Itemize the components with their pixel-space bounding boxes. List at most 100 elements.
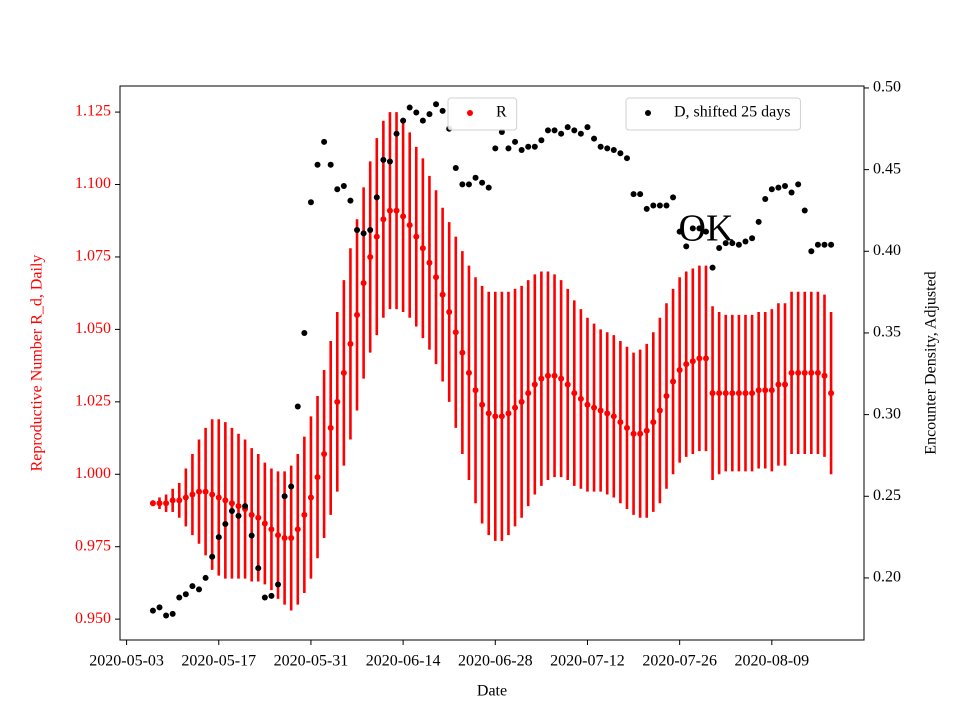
- point: [591, 404, 598, 411]
- point: [413, 233, 420, 240]
- point: [814, 369, 821, 376]
- y-tick-label: 1.050: [75, 320, 111, 337]
- point: [426, 111, 433, 118]
- point: [373, 233, 380, 240]
- point: [709, 264, 716, 271]
- y2-tick-label: 0.35: [873, 324, 901, 341]
- point: [176, 594, 183, 601]
- x-tick-label: 2020-05-03: [89, 653, 164, 670]
- point: [182, 591, 189, 598]
- point: [426, 259, 433, 266]
- axes-frame: [119, 85, 865, 641]
- point: [617, 150, 624, 157]
- y-tick-label: 1.025: [75, 392, 111, 409]
- point: [149, 607, 156, 614]
- point: [169, 610, 176, 617]
- y-axis-label: Reproductive Number R_d, Daily: [29, 255, 46, 472]
- point: [801, 207, 808, 214]
- annotation: OK: [679, 208, 734, 250]
- point: [584, 401, 591, 408]
- point: [294, 526, 301, 533]
- point: [255, 514, 262, 521]
- point: [222, 521, 229, 528]
- point: [413, 109, 420, 116]
- point: [340, 182, 347, 189]
- point: [367, 227, 374, 234]
- point: [814, 241, 821, 248]
- point: [702, 355, 709, 362]
- point: [433, 274, 440, 281]
- point: [577, 395, 584, 402]
- point: [795, 369, 802, 376]
- y-tick-label: 1.125: [75, 103, 111, 120]
- point: [781, 381, 788, 388]
- y-tick-label: 0.950: [75, 610, 111, 627]
- y-tick-label: 1.000: [75, 465, 111, 482]
- point: [808, 248, 815, 255]
- point: [604, 410, 611, 417]
- point: [821, 372, 828, 379]
- y-tick-label: 0.975: [75, 537, 111, 554]
- point: [215, 534, 222, 541]
- point: [755, 387, 762, 394]
- point: [334, 186, 341, 193]
- point: [650, 202, 657, 209]
- point: [808, 369, 815, 376]
- point: [676, 366, 683, 373]
- point: [334, 398, 341, 405]
- point: [248, 511, 255, 518]
- point: [314, 161, 321, 168]
- point: [505, 410, 512, 417]
- y2-tick-label: 0.45: [873, 160, 901, 177]
- point: [268, 592, 275, 599]
- y-tick-label: 1.100: [75, 175, 111, 192]
- x-tick-label: 2020-07-26: [642, 653, 717, 670]
- point: [380, 216, 387, 223]
- point: [518, 398, 525, 405]
- point: [452, 164, 459, 171]
- point: [386, 158, 393, 165]
- legend-box: [625, 97, 801, 131]
- point: [367, 253, 374, 260]
- point: [749, 390, 756, 397]
- point: [716, 390, 723, 397]
- point: [459, 349, 466, 356]
- point: [630, 430, 637, 437]
- point: [202, 574, 209, 581]
- point: [235, 503, 242, 510]
- point: [459, 181, 466, 188]
- point: [215, 494, 222, 501]
- point: [307, 199, 314, 206]
- point: [762, 196, 769, 203]
- point: [321, 450, 328, 457]
- point: [788, 369, 795, 376]
- legend: R: [447, 97, 518, 131]
- point: [735, 241, 742, 248]
- x-tick-label: 2020-06-14: [366, 653, 441, 670]
- legend-marker: [467, 110, 473, 116]
- point: [696, 355, 703, 362]
- point: [498, 413, 505, 420]
- point: [768, 387, 775, 394]
- point: [354, 227, 361, 234]
- y2-tick-label: 0.25: [873, 487, 901, 504]
- point: [597, 407, 604, 414]
- x-tick-label: 2020-06-28: [458, 653, 533, 670]
- point: [275, 532, 282, 539]
- point: [531, 143, 538, 150]
- point: [512, 404, 519, 411]
- point: [446, 309, 453, 316]
- point: [485, 184, 492, 191]
- point: [683, 243, 690, 250]
- point: [439, 291, 446, 298]
- point: [380, 156, 387, 163]
- point: [189, 491, 196, 498]
- point: [321, 138, 328, 145]
- point: [169, 497, 176, 504]
- point: [623, 424, 630, 431]
- point: [248, 532, 255, 539]
- point: [472, 387, 479, 394]
- point: [544, 372, 551, 379]
- point: [571, 127, 578, 134]
